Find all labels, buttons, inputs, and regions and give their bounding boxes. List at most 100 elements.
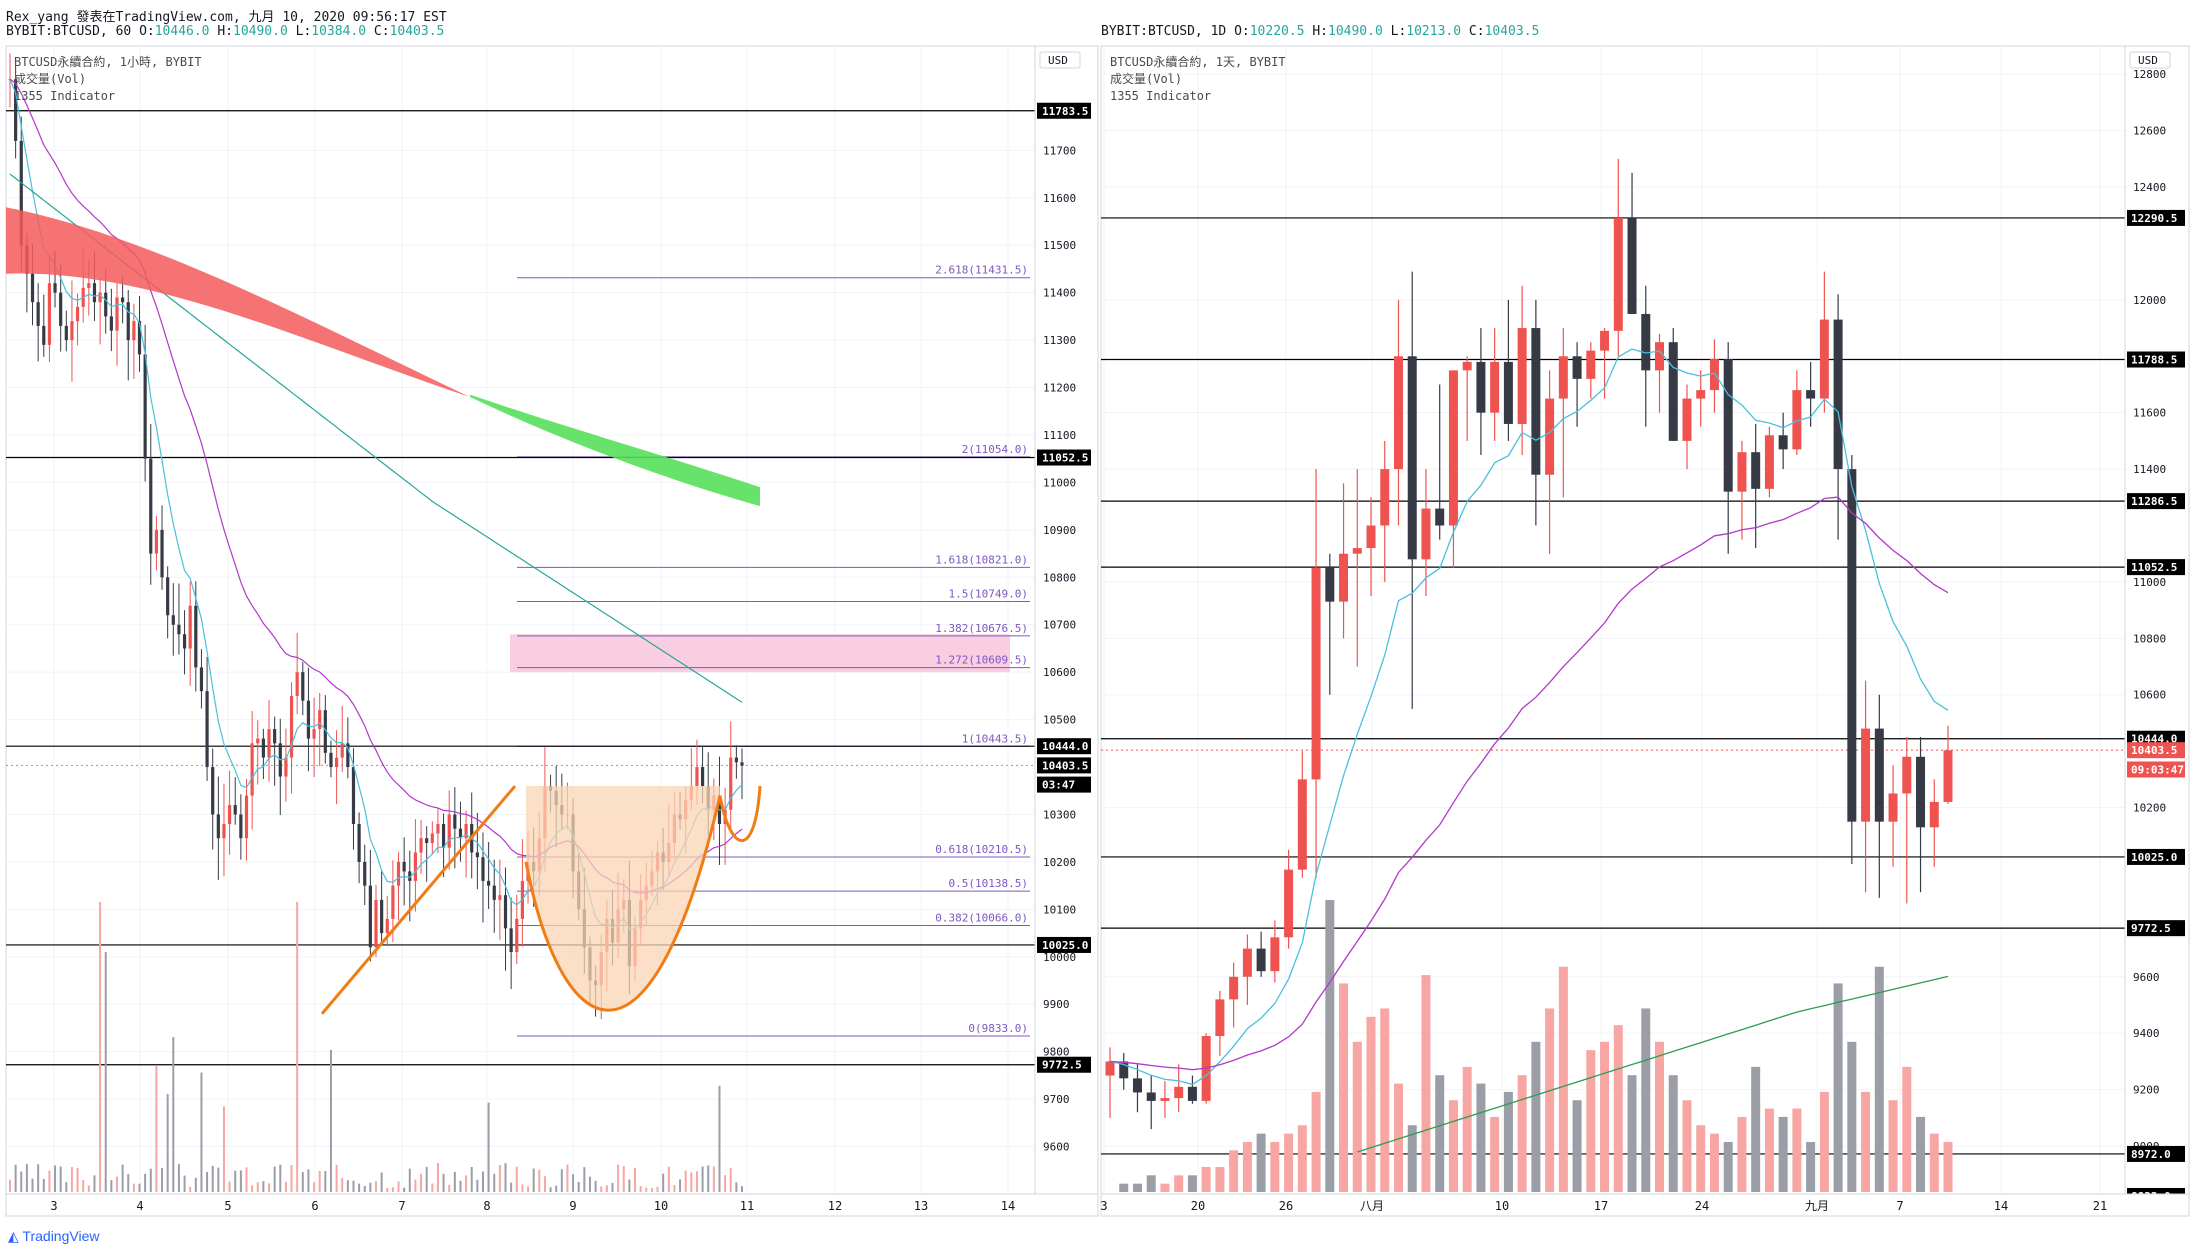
left-volume-bar-22: [132, 1183, 135, 1192]
left-volume-bar-90: [515, 1166, 518, 1192]
left-volume-bar-121: [690, 1172, 693, 1192]
right-time-axis-bg: [1100, 1193, 2190, 1217]
left-candle-body-10: [64, 325, 68, 341]
left-volume-bar-80: [459, 1180, 462, 1192]
right-volume-bar-36: [1613, 1025, 1623, 1192]
left-volume-bar-105: [600, 1186, 603, 1192]
right-y-tick-0: 12800: [2133, 68, 2166, 81]
left-time-axis: 3 4 5 6 7 8 9 10 11 12 13 14: [5, 1193, 1099, 1217]
left-volume-bar-108: [617, 1164, 620, 1192]
left-axis-bg: [1034, 45, 1099, 1195]
right-volume-bar-30: [1531, 1041, 1541, 1192]
right-candle-body-42: [1682, 398, 1692, 441]
left-volume-bar-49: [284, 1181, 287, 1192]
left-volume-bar-92: [527, 1186, 530, 1192]
right-price-axis: 12800 12600 12400 12000 11600 11400 11000 10800…: [2124, 45, 2190, 1204]
left-volume-bar-87: [498, 1165, 501, 1192]
tradingview-logo[interactable]: ◭ TradingView: [8, 1228, 99, 1245]
left-x-tick-10: 13: [914, 1199, 928, 1213]
left-open: O:10446.0: [139, 24, 210, 39]
left-volume-bar-98: [560, 1169, 563, 1192]
left-volume-bar-78: [448, 1184, 451, 1192]
left-volume-bar-93: [532, 1168, 535, 1192]
right-volume-bar-3: [1160, 1183, 1170, 1192]
left-candle-body-23: [137, 321, 142, 355]
fib-label-7: 0.618(10210.5): [935, 843, 1028, 856]
right-volume-bar-10: [1256, 1133, 1266, 1192]
left-y-tick-15: 10100: [1043, 903, 1076, 916]
left-candle-body-122: [695, 767, 699, 787]
left-candle-body-14: [87, 283, 91, 288]
left-volume-bar-61: [352, 1180, 355, 1192]
right-volume-bar-51: [1819, 1091, 1829, 1192]
left-y-tick-13: 10300: [1043, 808, 1076, 821]
left-candle-body-5: [36, 302, 40, 326]
left-candle-body-76: [436, 823, 440, 834]
left-price-tag-4: [1037, 776, 1091, 793]
right-y-tick-7: 10800: [2133, 632, 2166, 645]
left-price-axis: 11700 11600 11500 11400 11300 11200 11100 11000…: [1034, 45, 1099, 1195]
right-candle-body-55: [1861, 728, 1871, 822]
left-x-tick-3: 6: [311, 1199, 318, 1213]
right-candle-body-59: [1916, 756, 1926, 828]
left-y-tick-10: 10700: [1043, 619, 1076, 632]
right-price-tag-text-0: 12290.5: [2131, 212, 2177, 225]
left-candle-body-77: [441, 823, 446, 848]
left-volume-bar-19: [115, 1176, 118, 1192]
left-x-tick-1: 4: [136, 1199, 143, 1213]
right-candle-body-61: [1943, 750, 1953, 802]
left-price-tag-1: [1037, 449, 1091, 466]
right-volume-bar-23: [1435, 1075, 1445, 1192]
right-price-tag-text-1: 11788.5: [2131, 354, 2177, 367]
right-y-tick-8: 10600: [2133, 689, 2166, 702]
left-volume-bar-81: [465, 1175, 468, 1192]
right-volume-bar-27: [1490, 1116, 1500, 1192]
left-volume-bar-126: [718, 1085, 721, 1192]
left-candle-body-4: [30, 273, 35, 303]
left-volume-bar-65: [375, 1181, 377, 1192]
left-volume-bar-83: [476, 1179, 479, 1192]
cup-curve: [524, 795, 722, 1012]
right-ma-slow: [1357, 975, 1949, 1153]
left-price-tag-text-6: 9772.5: [1042, 1059, 1082, 1072]
right-candle-body-9: [1229, 976, 1239, 1000]
right-volume-bar-20: [1393, 1083, 1403, 1192]
left-volume-bar-120: [684, 1170, 687, 1192]
cup-fill: [526, 786, 720, 1011]
left-candle-body-16: [98, 292, 102, 303]
right-price-tag-text-5: 10403.5: [2131, 744, 2177, 757]
left-volume-bar-101: [577, 1181, 580, 1192]
left-volume-bar-55: [318, 1170, 321, 1192]
left-volume-bar-10: [65, 1182, 68, 1192]
right-candle-body-22: [1407, 356, 1417, 560]
right-price-tag-7: [2127, 848, 2185, 865]
left-price-tag-text-1: 11052.5: [1042, 452, 1088, 465]
left-legend-0: BTCUSD永續合約, 1小時, BYBIT: [14, 54, 202, 69]
right-plot-area: [1100, 45, 2126, 1195]
right-volume-bar-6: [1201, 1166, 1211, 1192]
left-volume-bar-114: [650, 1187, 653, 1192]
fib-label-3: 1.5(10749.0): [949, 587, 1028, 600]
right-candle-body-12: [1270, 937, 1280, 972]
left-candle-body-83: [475, 852, 479, 858]
left-x-tick-9: 12: [828, 1199, 842, 1213]
right-volume-bar-1: [1132, 1183, 1142, 1192]
left-candle-body-86: [492, 885, 496, 900]
left-volume-bar-16: [99, 902, 102, 1192]
left-candle-body-26: [154, 529, 158, 554]
left-volume-bar-6: [42, 1178, 45, 1192]
left-candle-body-31: [182, 634, 187, 649]
right-volume-bar-19: [1380, 1008, 1390, 1192]
left-volume-bar-89: [510, 1182, 513, 1192]
fib-label-10: 0(9833.0): [968, 1022, 1028, 1035]
left-candle-body-24: [143, 354, 147, 459]
left-volume-bar-27: [161, 1167, 164, 1192]
right-x-tick-2: 26: [1279, 1199, 1293, 1213]
left-volume-bar-64: [369, 1182, 372, 1192]
left-volume-bar-70: [403, 1187, 406, 1192]
right-price-tag-9: [2127, 1145, 2185, 1162]
right-volume-bar-47: [1764, 1108, 1774, 1192]
left-candle-body-15: [92, 283, 97, 303]
right-candle-body-51: [1806, 390, 1816, 399]
left-candle-body-45: [261, 738, 265, 758]
